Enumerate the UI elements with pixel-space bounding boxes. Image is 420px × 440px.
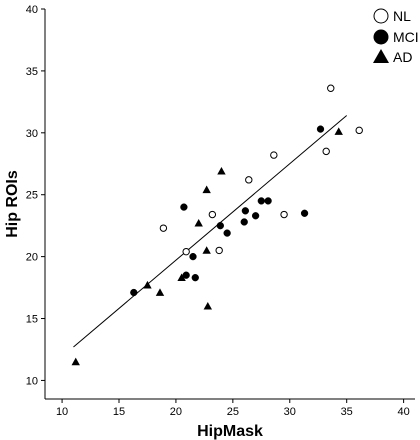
x-tick-label: 20 — [170, 406, 182, 418]
mci-point — [300, 209, 309, 217]
mci-point — [316, 125, 325, 133]
y-axis-title: Hip ROIs — [4, 170, 21, 238]
legend: NL MCI AD — [373, 8, 419, 65]
nl-point — [280, 210, 288, 219]
data-points — [71, 84, 363, 366]
ad-point — [202, 185, 211, 194]
regression-line-group — [73, 115, 348, 348]
mci-point — [130, 288, 138, 297]
x-axis: 10 15 20 25 30 35 40 — [56, 399, 410, 418]
y-tick-label: 10 — [26, 375, 38, 387]
legend-marker-nl — [373, 8, 389, 24]
y-tick-label: 25 — [26, 190, 38, 202]
ad-point — [217, 166, 226, 175]
nl-point — [245, 176, 253, 184]
x-tick-label: 25 — [227, 406, 239, 418]
y-tick-label: 40 — [26, 4, 38, 16]
mci-point — [216, 222, 224, 230]
legend-marker-mci — [373, 29, 389, 45]
nl-point — [270, 151, 278, 159]
mci-point — [189, 252, 197, 261]
ad-point — [71, 357, 80, 366]
mci-point — [191, 274, 199, 282]
y-tick-label: 20 — [26, 252, 38, 264]
y-tick-label: 15 — [26, 314, 38, 326]
mci-point — [241, 207, 250, 215]
nl-point — [355, 126, 363, 135]
legend-label-ad: AD — [393, 49, 412, 65]
ad-point — [203, 301, 212, 310]
ad-point — [334, 127, 343, 135]
nl-point — [322, 147, 330, 156]
y-tick-label: 30 — [26, 128, 38, 140]
nl-point — [327, 84, 335, 92]
mci-point — [264, 197, 272, 205]
ad-point — [202, 246, 211, 254]
y-axis: 10 15 20 25 30 35 40 — [26, 4, 45, 387]
x-tick-label: 15 — [113, 406, 125, 418]
nl-point — [215, 246, 223, 255]
ad-point — [143, 280, 152, 289]
plot-frame — [44, 9, 415, 400]
mci-point — [240, 218, 248, 226]
x-tick-label: 30 — [284, 406, 296, 418]
mci-point — [182, 271, 190, 279]
x-axis-title: HipMask — [197, 423, 263, 440]
nl-point — [208, 210, 217, 219]
nl-point — [182, 247, 190, 256]
legend-label-mci: MCI — [393, 29, 419, 45]
mci-point — [251, 212, 260, 220]
mci-point — [257, 197, 265, 205]
ad-point — [155, 288, 165, 296]
nl-point — [159, 224, 168, 232]
ad-point — [194, 218, 203, 227]
x-tick-label: 40 — [397, 406, 409, 418]
legend-marker-ad — [373, 49, 389, 63]
regression-line — [73, 115, 348, 348]
mci-point — [180, 203, 188, 211]
mci-point — [223, 229, 231, 237]
x-tick-label: 10 — [56, 406, 68, 418]
y-tick-label: 35 — [26, 66, 38, 78]
legend-label-nl: NL — [393, 8, 411, 24]
x-tick-label: 35 — [341, 406, 353, 418]
ad-point — [177, 273, 186, 282]
